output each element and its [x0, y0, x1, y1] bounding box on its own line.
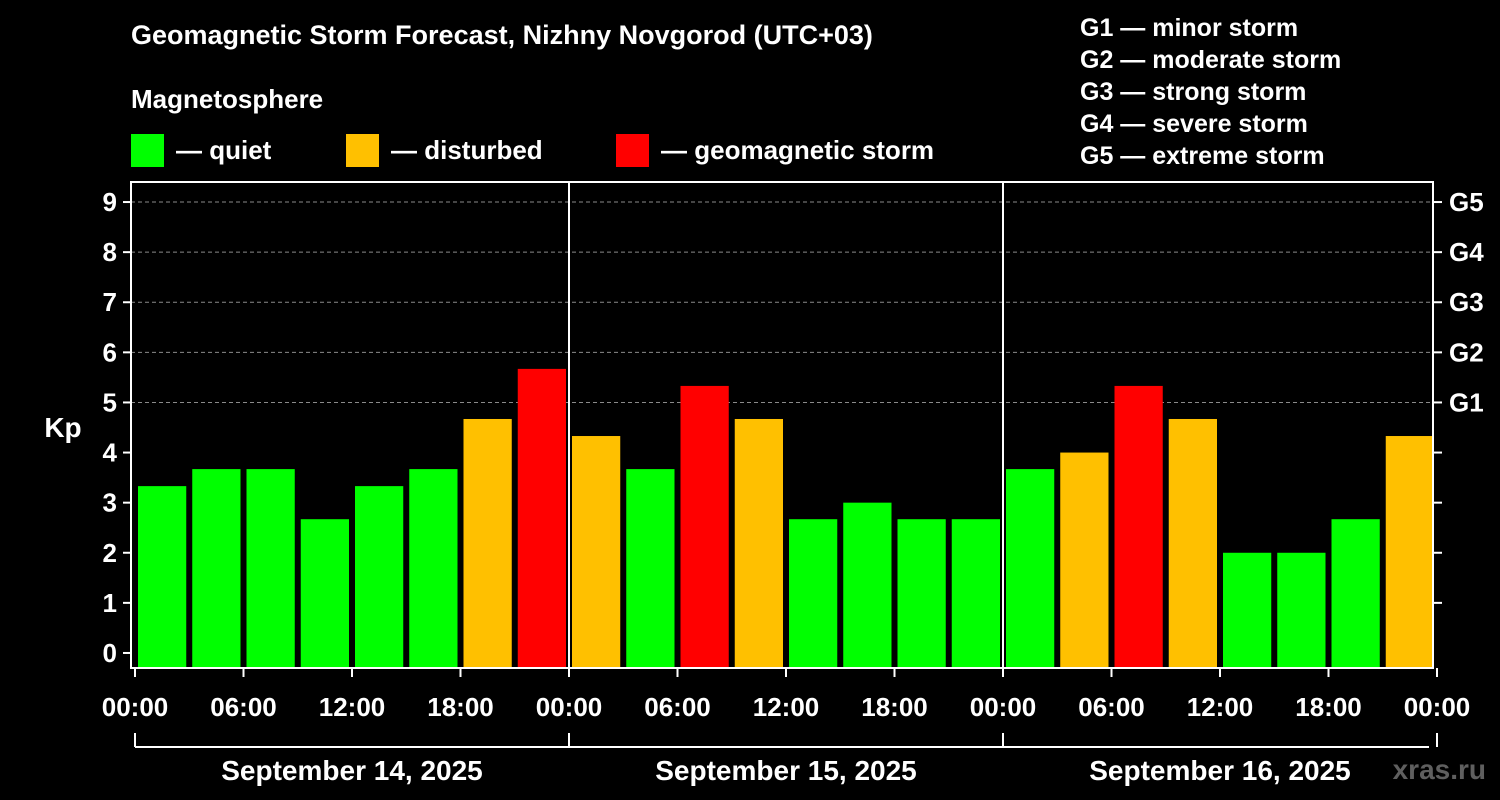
kp-bar-20	[1223, 552, 1272, 668]
kp-bar-17	[1060, 452, 1109, 668]
kp-bar-13	[843, 502, 892, 668]
x-tick-label-12: 00:00	[1404, 692, 1471, 722]
x-tick-label-8: 00:00	[970, 692, 1037, 722]
y-tick-label-5: 5	[103, 387, 117, 417]
kp-bar-3	[300, 519, 349, 668]
g-scale-item-g3: G3 — strong storm	[1080, 78, 1307, 106]
g-label-G4: G4	[1449, 237, 1484, 267]
kp-bar-1	[192, 469, 241, 668]
watermark: xras.ru	[1392, 754, 1486, 785]
g-label-G5: G5	[1449, 187, 1484, 217]
day-label-0: September 14, 2025	[221, 755, 483, 786]
x-tick-label-5: 06:00	[644, 692, 711, 722]
g-scale-item-g5: G5 — extreme storm	[1080, 142, 1325, 170]
x-tick-label-4: 00:00	[536, 692, 603, 722]
kp-bar-7	[517, 368, 566, 668]
day-label-2: September 16, 2025	[1089, 755, 1351, 786]
legend-swatch-storm	[616, 133, 649, 167]
x-tick-label-0: 00:00	[102, 692, 169, 722]
kp-bar-19	[1168, 418, 1217, 668]
legend-item-quiet: — quiet	[131, 132, 271, 168]
chart-title: Geomagnetic Storm Forecast, Nizhny Novgo…	[131, 20, 873, 50]
g-label-G1: G1	[1449, 387, 1484, 417]
x-tick-label-3: 18:00	[427, 692, 494, 722]
legend-swatch-quiet	[131, 133, 164, 167]
x-tick-label-10: 12:00	[1187, 692, 1254, 722]
legend-item-disturbed: — disturbed	[346, 132, 543, 168]
y-tick-label-8: 8	[103, 237, 117, 267]
y-axis-label: Kp	[44, 412, 81, 443]
g-label-G2: G2	[1449, 337, 1484, 367]
kp-bar-12	[789, 519, 838, 668]
legend-heading: Magnetosphere	[131, 84, 324, 114]
day-label-1: September 15, 2025	[655, 755, 917, 786]
x-tick-label-9: 06:00	[1078, 692, 1145, 722]
y-tick-label-2: 2	[103, 538, 117, 568]
x-tick-label-11: 18:00	[1295, 692, 1362, 722]
kp-bar-16	[1006, 469, 1055, 668]
g-scale-item-g1: G1 — minor storm	[1080, 14, 1299, 42]
y-tick-label-9: 9	[103, 187, 117, 217]
y-tick-label-6: 6	[103, 337, 117, 367]
kp-bar-9	[626, 469, 675, 668]
legend-label-quiet: — quiet	[176, 134, 272, 165]
y-tick-label-7: 7	[103, 287, 117, 317]
x-tick-label-7: 18:00	[861, 692, 928, 722]
y-tick-label-3: 3	[103, 488, 117, 518]
plot-frame	[130, 181, 1434, 669]
kp-bar-21	[1277, 552, 1326, 668]
y-tick-label-4: 4	[103, 438, 118, 468]
kp-bar-2	[246, 469, 295, 668]
kp-bar-18	[1114, 385, 1163, 668]
y-tick-label-0: 0	[103, 638, 117, 668]
g-label-G3: G3	[1449, 287, 1484, 317]
kp-bar-11	[734, 418, 783, 668]
kp-bar-8	[572, 436, 621, 668]
legend-label-storm: — geomagnetic storm	[661, 134, 935, 165]
kp-bar-0	[138, 486, 187, 668]
x-tick-label-6: 12:00	[753, 692, 820, 722]
g-scale-item-g4: G4 — severe storm	[1080, 110, 1308, 138]
g-scale-legend: G1 — minor storm G2 — moderate storm G3 …	[1080, 12, 1341, 172]
kp-bar-23	[1385, 436, 1434, 668]
g-scale-item-g2: G2 — moderate storm	[1080, 46, 1342, 74]
kp-bar-14	[897, 519, 946, 668]
x-tick-label-2: 12:00	[319, 692, 386, 722]
kp-bar-4	[355, 486, 404, 668]
x-tick-label-1: 06:00	[210, 692, 277, 722]
y-tick-label-1: 1	[103, 588, 117, 618]
legend-item-storm: — geomagnetic storm	[616, 132, 934, 168]
legend-swatch-disturbed	[346, 133, 379, 167]
kp-bar-15	[951, 519, 1000, 668]
kp-bar-6	[463, 418, 512, 668]
kp-bar-22	[1331, 519, 1380, 668]
kp-bar-10	[680, 385, 729, 668]
kp-bar-5	[409, 469, 458, 668]
legend-label-disturbed: — disturbed	[391, 134, 543, 165]
